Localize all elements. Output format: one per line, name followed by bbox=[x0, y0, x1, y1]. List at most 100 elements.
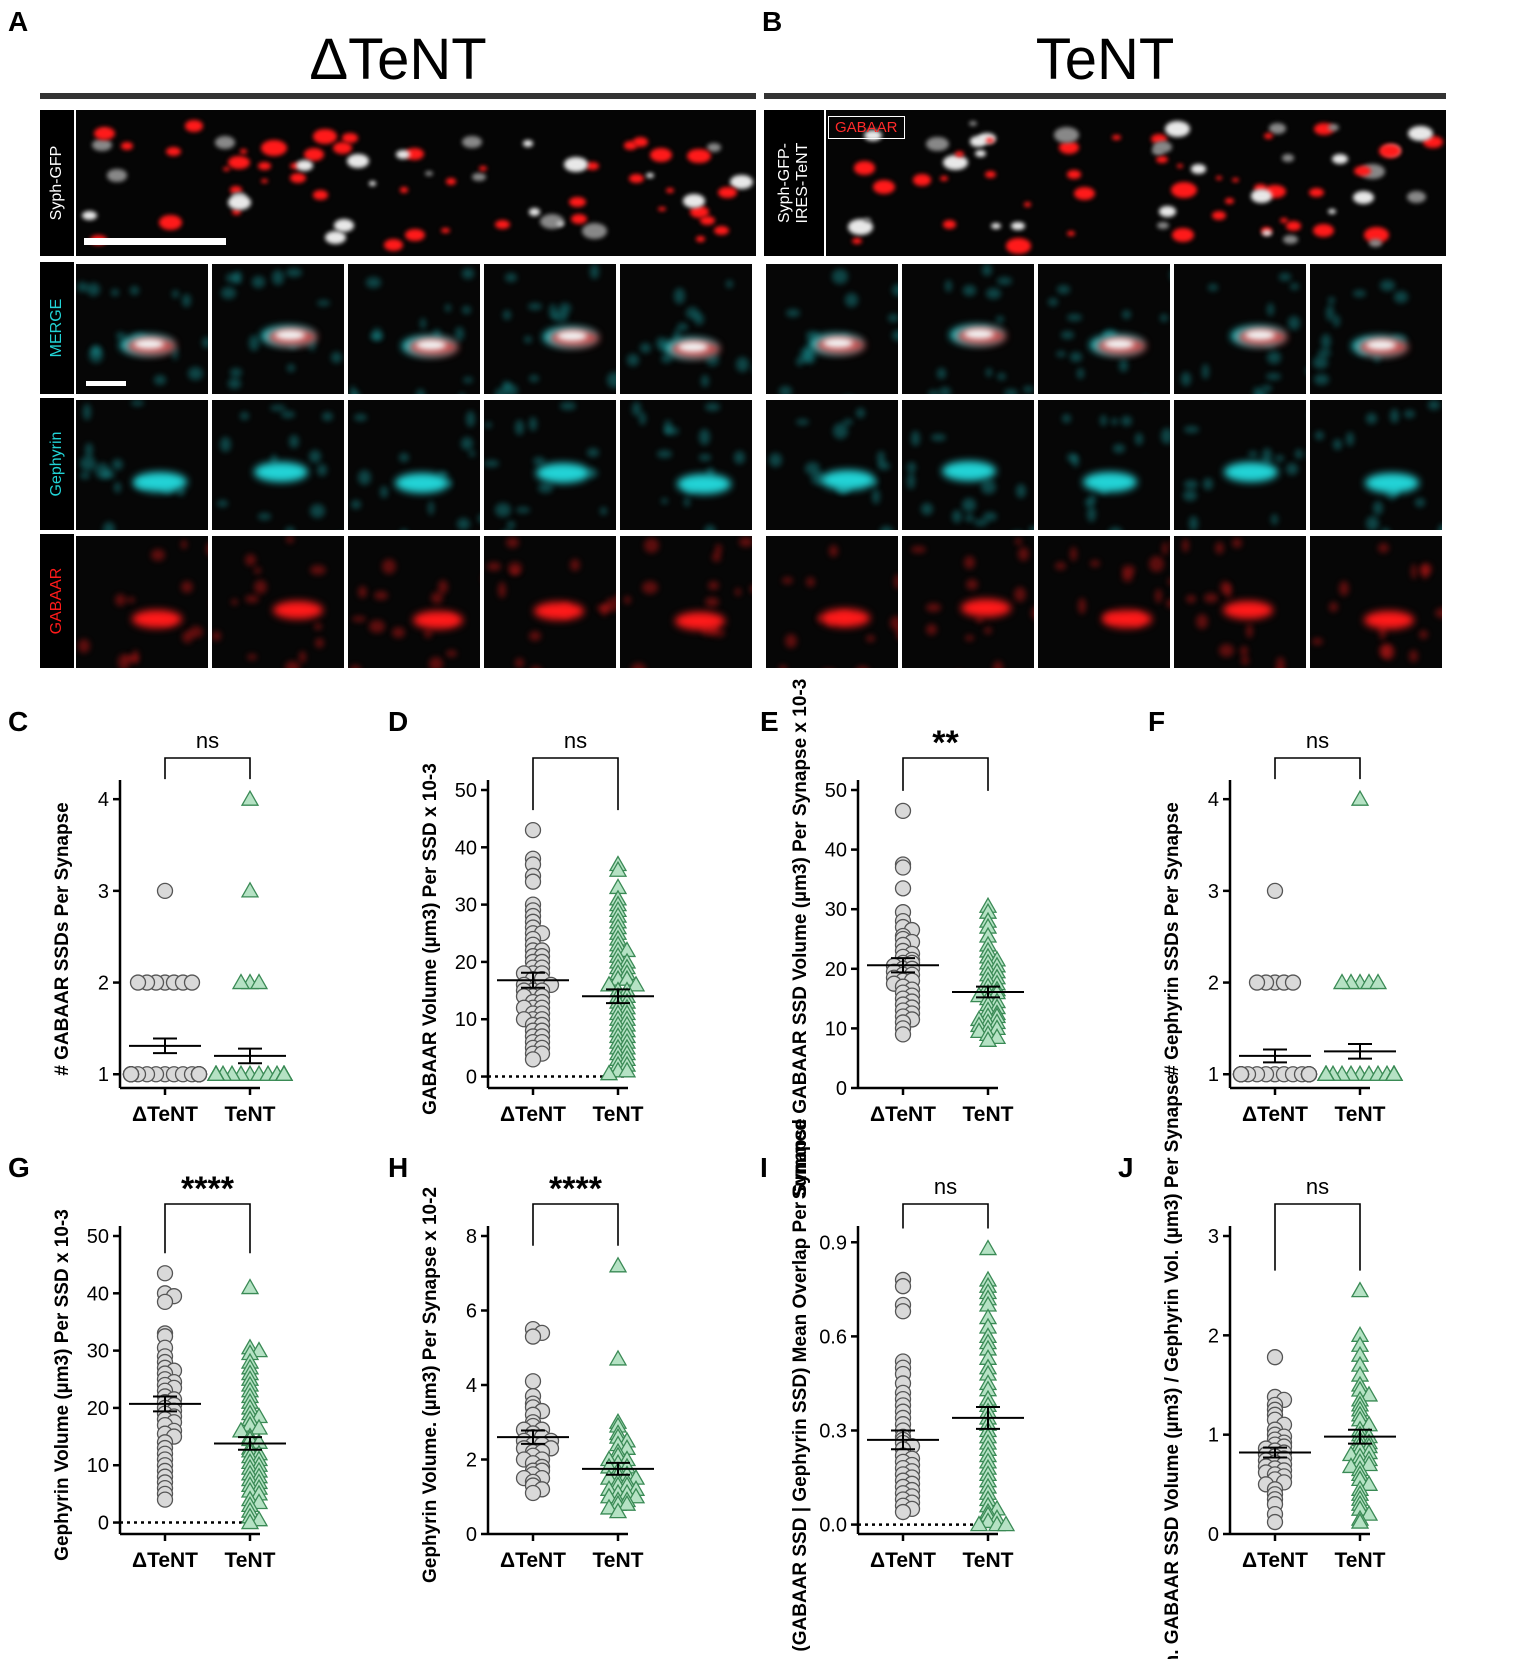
punctum bbox=[687, 148, 711, 164]
punctum bbox=[1364, 226, 1390, 243]
y-tick-label: 0 bbox=[836, 1078, 847, 1100]
data-point bbox=[156, 882, 174, 900]
significance-label: ns bbox=[564, 728, 587, 753]
background-punctum bbox=[1434, 607, 1442, 618]
background-punctum bbox=[1365, 515, 1380, 530]
data-point bbox=[978, 1031, 998, 1047]
synapse-tile-gaba bbox=[210, 534, 346, 670]
punctum bbox=[260, 178, 269, 184]
punctum bbox=[313, 190, 329, 200]
punctum bbox=[683, 194, 705, 208]
background-punctum bbox=[632, 402, 641, 416]
significance-bracket bbox=[1274, 757, 1361, 780]
background-punctum bbox=[1077, 597, 1086, 614]
background-punctum bbox=[180, 581, 194, 594]
punctum bbox=[107, 169, 127, 182]
data-point bbox=[231, 973, 251, 990]
background-punctum bbox=[855, 665, 871, 668]
background-punctum bbox=[1276, 657, 1286, 668]
background-punctum bbox=[910, 546, 926, 553]
background-punctum bbox=[627, 353, 639, 367]
background-punctum bbox=[420, 317, 427, 330]
data-point bbox=[626, 1487, 646, 1504]
synapse-tile-geph bbox=[764, 398, 900, 532]
punctum bbox=[1156, 155, 1168, 163]
background-punctum bbox=[685, 306, 699, 320]
chart-i: 0.0 0.3 0.6 0.9 ΔTeNT TeNT (GABAAR SSD | Gephy… bbox=[790, 1118, 1024, 1652]
background-punctum bbox=[674, 287, 686, 304]
punctum bbox=[851, 238, 862, 245]
punctum bbox=[158, 215, 183, 230]
y-tick-label: 4 bbox=[98, 789, 109, 811]
background-punctum bbox=[779, 386, 793, 394]
synapse-tile-merge bbox=[482, 262, 618, 396]
panel-a-title: ΔTeNT bbox=[309, 27, 487, 92]
punctum bbox=[1067, 170, 1081, 179]
background-punctum bbox=[663, 420, 673, 434]
punctum bbox=[1053, 127, 1080, 144]
background-punctum bbox=[350, 500, 361, 510]
background-punctum bbox=[560, 402, 576, 410]
background-punctum bbox=[1274, 455, 1285, 462]
punctum bbox=[1150, 133, 1167, 144]
background-punctum bbox=[150, 548, 166, 561]
gephyrin-cluster bbox=[676, 474, 731, 495]
synapse-tile-gaba bbox=[764, 534, 900, 670]
background-punctum bbox=[352, 390, 360, 394]
background-punctum bbox=[552, 310, 568, 322]
background-punctum bbox=[996, 316, 1004, 323]
background-punctum bbox=[1072, 455, 1079, 468]
panel-letter-h: H bbox=[388, 1152, 409, 1183]
x-tick-label: ΔTeNT bbox=[132, 1549, 198, 1572]
punctum bbox=[325, 230, 347, 244]
background-punctum bbox=[369, 620, 385, 633]
gabaar-cluster bbox=[413, 611, 464, 630]
synapse-tile-merge bbox=[1036, 262, 1172, 396]
background-punctum bbox=[805, 576, 816, 588]
background-punctum bbox=[485, 422, 493, 429]
y-axis-label: # GABAAR SSDs Per Synapse bbox=[52, 802, 73, 1076]
background-punctum bbox=[962, 285, 976, 296]
overlap-cluster bbox=[275, 329, 306, 340]
punctum bbox=[569, 196, 587, 208]
background-punctum bbox=[1203, 593, 1219, 603]
data-point bbox=[1332, 973, 1352, 990]
background-punctum bbox=[246, 653, 257, 660]
punctum bbox=[1215, 175, 1223, 180]
background-punctum bbox=[229, 367, 242, 377]
background-punctum bbox=[614, 594, 616, 601]
row-label-merge: MERGE bbox=[40, 262, 74, 394]
synapse-tile-geph bbox=[482, 398, 618, 532]
background-punctum bbox=[351, 615, 366, 622]
background-punctum bbox=[181, 294, 192, 308]
data-point bbox=[599, 975, 619, 992]
background-punctum bbox=[1055, 562, 1067, 570]
data-point bbox=[1266, 882, 1284, 900]
y-tick-label: 4 bbox=[1208, 789, 1219, 811]
background-punctum bbox=[427, 501, 435, 516]
row-label-gabaar: GABAAR bbox=[40, 534, 74, 668]
data-point bbox=[524, 1484, 542, 1502]
background-punctum bbox=[354, 413, 368, 422]
background-punctum bbox=[528, 416, 538, 432]
background-punctum bbox=[529, 666, 543, 668]
gephyrin-cluster bbox=[253, 462, 308, 483]
punctum bbox=[384, 238, 404, 251]
background-punctum bbox=[523, 335, 533, 343]
background-punctum bbox=[937, 368, 946, 379]
background-punctum bbox=[501, 381, 512, 390]
background-punctum bbox=[444, 304, 451, 312]
synapse-tile-geph bbox=[1172, 398, 1308, 532]
gabaar-cluster bbox=[131, 609, 182, 628]
background-punctum bbox=[944, 279, 953, 293]
background-punctum bbox=[1135, 433, 1143, 446]
background-punctum bbox=[1018, 547, 1030, 561]
punctum bbox=[1309, 188, 1325, 198]
background-punctum bbox=[1410, 563, 1417, 579]
overlap-cluster bbox=[416, 340, 446, 351]
punctum bbox=[229, 185, 243, 194]
background-punctum bbox=[466, 411, 475, 427]
background-punctum bbox=[188, 366, 203, 381]
background-punctum bbox=[1102, 328, 1117, 341]
background-punctum bbox=[1061, 331, 1075, 339]
